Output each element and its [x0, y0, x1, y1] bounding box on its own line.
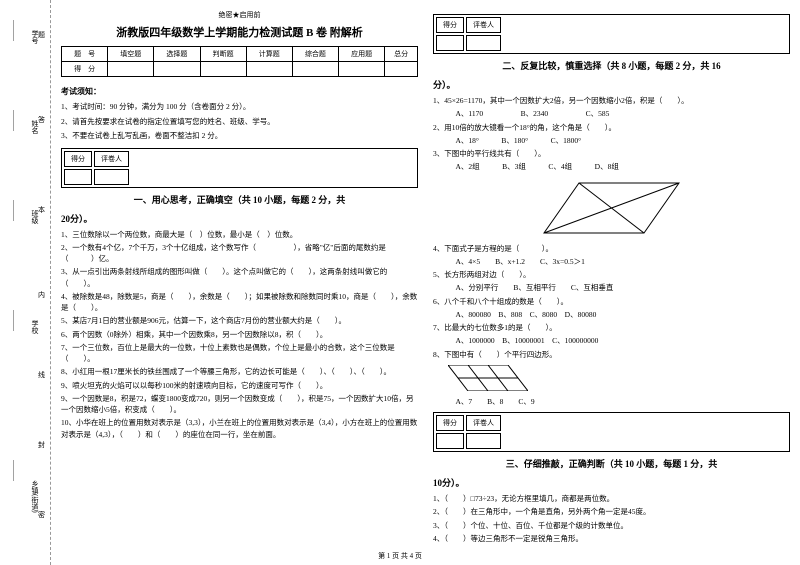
- s3-q4: 4、（ ）等边三角形不一定是锐角三角形。: [433, 533, 790, 544]
- g3-score: 得分: [436, 415, 464, 431]
- binding-field-name: ______: [12, 110, 20, 131]
- v7: [385, 62, 418, 77]
- s2-q6o: A、800080 B、808 C、8080 D、80080: [433, 309, 790, 320]
- s1-q8: 8、小红用一根17厘米长的铁丝围成了一个等腰三角形，它的边长可能是（ ）、（ ）…: [61, 366, 418, 377]
- s3-q3: 3、（ ）个位、十位、百位、千位都是个级的计数单位。: [433, 520, 790, 531]
- page-footer: 第 1 页 共 4 页: [0, 551, 800, 561]
- g1-score: 得分: [64, 151, 92, 167]
- s2-q3o: A、2组 B、3组 C、4组 D、8组: [433, 161, 790, 172]
- binding-label-school: 学校: [30, 320, 40, 334]
- s3-q1: 1、（ ）□73÷23，无论方框里填几，商都是两位数。: [433, 493, 790, 504]
- s1-q2: 2、一个数有4个亿，7个千万，3个十亿组成，这个数写作（ ），省略"亿"后面的尾…: [61, 242, 418, 265]
- binding-field-school: ______: [12, 310, 20, 331]
- notice-1: 1、考试时间：90 分钟，满分为 100 分（含卷面分 2 分）。: [61, 102, 418, 113]
- s2-q1o: A、1170 B、2340 C、585: [433, 108, 790, 119]
- s3-title: 三、仔细推敲，正确判断（共 10 小题，每题 1 分，共: [433, 457, 790, 470]
- binding-label-town: 乡镇(街道): [30, 480, 40, 513]
- grid-diagram: [448, 365, 528, 391]
- score-table: 题 号 填空题 选择题 判断题 计算题 综合题 应用题 总分 得 分: [61, 46, 418, 77]
- h-judge: 判断题: [200, 47, 246, 62]
- marker-3: 本: [38, 205, 45, 215]
- s2-q8: 8、下图中有（ ）个平行四边形。: [433, 349, 790, 360]
- notice-3: 3、不要在试卷上乱写乱画，卷面不整洁扣 2 分。: [61, 131, 418, 142]
- marker-5: 线: [38, 370, 45, 380]
- g1-n-blank: [94, 169, 129, 185]
- g2-n-blank: [466, 35, 501, 51]
- notice-2: 2、请首先按要求在试卷的指定位置填写您的姓名、班级、学号。: [61, 117, 418, 128]
- s2-q4o: A、4×5 B、x+1.2 C、3x=0.5＞1: [433, 256, 790, 267]
- g1-s-blank: [64, 169, 92, 185]
- marker-2: 答: [38, 115, 45, 125]
- grader-box-3: 得分评卷人: [433, 412, 790, 452]
- h-comp: 综合题: [292, 47, 338, 62]
- s1-q6: 6、两个因数（0除外）相乘，其中一个因数乘8，另一个因数除以8，积（ ）。: [61, 329, 418, 340]
- s1-q10: 10、小华在班上的位置用数对表示是（3,3），小兰在班上的位置用数对表示是（3,…: [61, 417, 418, 440]
- marker-1: 题: [38, 30, 45, 40]
- h-calc: 计算题: [246, 47, 292, 62]
- h-num: 题 号: [62, 47, 108, 62]
- s2-title: 二、反复比较，慎重选择（共 8 小题，每题 2 分，共 16: [433, 59, 790, 72]
- marker-6: 封: [38, 440, 45, 450]
- s2-title2: 分）。: [433, 78, 790, 91]
- content-area: 绝密★启用前 浙教版四年级数学上学期能力检测试题 B 卷 附解析 题 号 填空题…: [51, 0, 800, 565]
- s2-q2: 2、用10倍的放大镜看一个18°的角，这个角是（ ）。: [433, 122, 790, 133]
- s2-q6: 6、八个千和八个十组成的数是（ ）。: [433, 296, 790, 307]
- s1-q9b: 9、一个因数是8，积是72，蝶变1800变成720，则另一个因数变成（ ），积是…: [61, 393, 418, 416]
- grader-box-2: 得分评卷人: [433, 14, 790, 54]
- s2-q5: 5、长方形两组对边（ ）。: [433, 269, 790, 280]
- s1-q1: 1、三位数除以一个两位数，商最大是（ ）位数，最小是（ ）位数。: [61, 229, 418, 240]
- binding-field-class: ______: [12, 200, 20, 221]
- s2-q1: 1、45×26=1170，其中一个因数扩大2倍，另一个因数缩小2倍，积是（ ）。: [433, 95, 790, 106]
- h-fill: 填空题: [108, 47, 154, 62]
- h-total: 总分: [385, 47, 418, 62]
- s1-q7: 7、一个三位数，百位上是最大的一位数，十位上素数也是偶数，个位上是最小的合数，这…: [61, 342, 418, 365]
- score-value-row: 得 分: [62, 62, 418, 77]
- s2-q4: 4、下面式子是方程的是（ ）。: [433, 243, 790, 254]
- v6: [339, 62, 385, 77]
- g3-s-blank: [436, 433, 464, 449]
- marker-7: 密: [38, 510, 45, 520]
- v2: [154, 62, 200, 77]
- grader-box-1: 得分评卷人: [61, 148, 418, 188]
- binding-field-id: ______: [12, 20, 20, 41]
- s3-title2: 10分）。: [433, 476, 790, 489]
- h-choice: 选择题: [154, 47, 200, 62]
- g3-n-blank: [466, 433, 501, 449]
- g2-name: 评卷人: [466, 17, 501, 33]
- g1-name: 评卷人: [94, 151, 129, 167]
- g3-name: 评卷人: [466, 415, 501, 431]
- s1-q9a: 9、喷火坦克的火焰可以以每秒100米的射速喷向目标，它的速度可写作（ ）。: [61, 380, 418, 391]
- g2-score: 得分: [436, 17, 464, 33]
- s1-q3: 3、从一点引出两条射线所组成的图形叫做（ ）。这个点叫做它的（ ），这两条射线叫…: [61, 266, 418, 289]
- h-app: 应用题: [339, 47, 385, 62]
- s2-q2o: A、18° B、180° C、1800°: [433, 135, 790, 146]
- s2-q5o: A、分别平行 B、互相平行 C、互相垂直: [433, 282, 790, 293]
- secret-header: 绝密★启用前: [61, 10, 418, 20]
- s1-title2: 20分）。: [61, 212, 418, 225]
- notice-title: 考试须知：: [61, 86, 418, 97]
- v5: [292, 62, 338, 77]
- column-left: 绝密★启用前 浙教版四年级数学上学期能力检测试题 B 卷 附解析 题 号 填空题…: [61, 10, 418, 547]
- s2-q7o: A、1000000 B、10000001 C、100000000: [433, 335, 790, 346]
- v-label: 得 分: [62, 62, 108, 77]
- page-root: 学号 ______ 题 姓名 ______ 答 班级 ______ 本 内 学校…: [0, 0, 800, 565]
- v4: [246, 62, 292, 77]
- paper-title: 浙教版四年级数学上学期能力检测试题 B 卷 附解析: [61, 24, 418, 40]
- binding-field-town: ______: [12, 460, 20, 481]
- binding-margin: 学号 ______ 题 姓名 ______ 答 班级 ______ 本 内 学校…: [0, 0, 51, 565]
- score-header-row: 题 号 填空题 选择题 判断题 计算题 综合题 应用题 总分: [62, 47, 418, 62]
- parallelogram-diagram: [519, 178, 704, 238]
- g2-s-blank: [436, 35, 464, 51]
- s2-q3: 3、下图中的平行线共有（ ）。: [433, 148, 790, 159]
- s1-q4: 4、被除数是48，除数是5，商是（ ），余数是（ ）；如果被除数和除数同时乘10…: [61, 291, 418, 314]
- s1-q5: 5、某店7月1日的营业额是906元，估算一下，这个商店7月份的营业额大约是（ ）…: [61, 315, 418, 326]
- marker-4: 内: [38, 290, 45, 300]
- s2-q7: 7、比最大的七位数多1的是（ ）。: [433, 322, 790, 333]
- v1: [108, 62, 154, 77]
- s3-q2: 2、（ ）在三角形中，一个角是直角，另外两个角一定是45度。: [433, 506, 790, 517]
- s2-q8o: A、7 B、8 C、9: [433, 396, 790, 407]
- column-right: 得分评卷人 二、反复比较，慎重选择（共 8 小题，每题 2 分，共 16 分）。…: [433, 10, 790, 547]
- v3: [200, 62, 246, 77]
- s1-title: 一、用心思考，正确填空（共 10 小题，每题 2 分，共: [61, 193, 418, 206]
